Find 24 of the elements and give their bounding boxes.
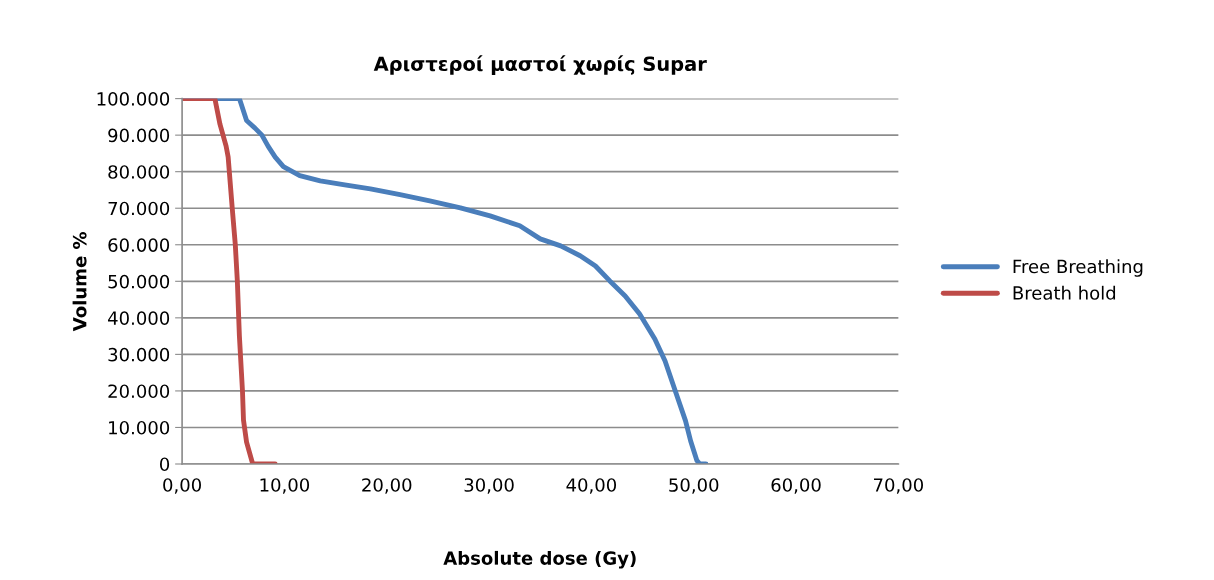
chart-title: Αριστεροί μαστοί χωρίς Supar (373, 55, 707, 75)
y-tick-label: 20.000 (108, 384, 170, 399)
y-axis-title: Volume % (72, 231, 87, 332)
legend-label: Free Breathing (1013, 259, 1143, 277)
y-tick-label: 80.000 (108, 165, 170, 179)
x-tick-label: 40,00 (566, 478, 617, 494)
x-tick-label: 30,00 (464, 478, 514, 494)
y-tick-label: 0 (160, 457, 170, 472)
x-tick-label: 10,00 (260, 478, 310, 494)
y-tick-label: 10.000 (109, 420, 170, 435)
y-tick-label: 90.000 (108, 128, 170, 143)
y-tick-label: 70.000 (108, 201, 170, 216)
x-tick-label: 60,00 (771, 478, 821, 494)
y-tick-label: 50.000 (108, 274, 170, 289)
y-tick-label: 30.000 (108, 347, 170, 362)
y-tick-label: 100.000 (97, 92, 170, 106)
y-tick-label: 40.000 (108, 311, 170, 325)
x-tick-label: 70,00 (874, 478, 924, 494)
y-tick-label: 60.000 (108, 238, 170, 252)
x-tick-label: 20,00 (362, 478, 412, 494)
x-axis-title: Absolute dose (Gy) (443, 550, 636, 569)
x-tick-label: 50,00 (669, 478, 719, 494)
x-tick-label: 0,00 (163, 478, 201, 494)
legend-label: Breath hold (1013, 285, 1116, 300)
